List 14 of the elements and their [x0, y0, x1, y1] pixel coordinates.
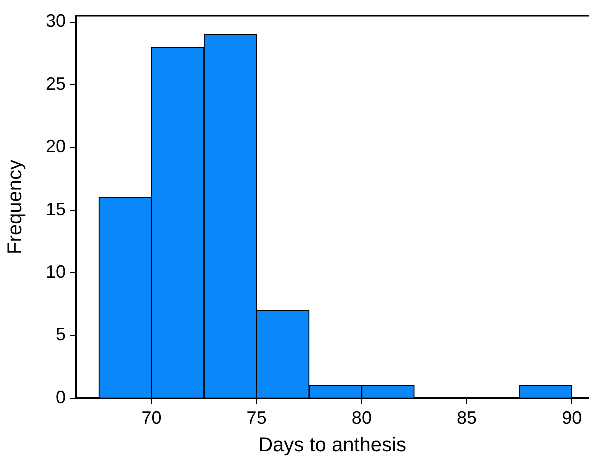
y-axis-title: Frequency — [4, 160, 27, 254]
y-tick-label: 20 — [46, 136, 66, 157]
y-tick-label: 0 — [56, 387, 66, 408]
x-tick-label: 90 — [562, 408, 582, 428]
y-tick-label: 5 — [56, 324, 66, 345]
x-axis-title: Days to anthesis — [258, 434, 406, 457]
y-tick-label: 30 — [46, 11, 66, 32]
y-tick-label: 15 — [46, 199, 66, 220]
y-tick-label: 25 — [46, 74, 66, 94]
x-tick-label: 85 — [457, 408, 478, 428]
y-tick-label: 10 — [46, 262, 66, 282]
x-tick-label: 75 — [246, 408, 267, 428]
x-tick-label: 70 — [142, 408, 162, 428]
x-tick-label: 80 — [352, 408, 372, 428]
